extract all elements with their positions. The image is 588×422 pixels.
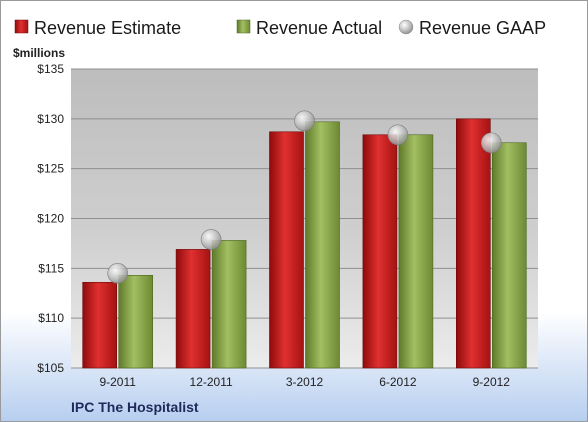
actual-bar [491,142,527,369]
y-axis-label: $millions [13,46,65,60]
gaap-marker [387,124,409,146]
estimate-bar [175,249,211,369]
y-tick-label: $120 [37,212,64,226]
actual-bar [211,240,247,369]
gaap-marker [107,263,128,284]
legend-swatch-actual [236,19,251,34]
legend-label-actual: Revenue Actual [256,18,382,38]
gaap-marker [294,110,315,132]
legend-label-estimate: Revenue Estimate [34,18,181,38]
x-ticks: 9-2011 12-2011 3-2012 6-2012 9-2012 [99,375,510,389]
actual-bar [398,134,434,369]
estimate-bar [269,131,304,369]
gaap-marker [480,132,502,154]
estimate-bar [455,118,491,369]
x-tick-label: 3-2012 [286,375,324,389]
y-ticks: $105 $110 $115 $120 $125 $130 $135 [37,62,64,375]
x-tick-label: 9-2012 [473,375,511,389]
legend: Revenue Estimate Revenue Actual Revenue … [14,18,546,38]
x-tick-label: 12-2011 [190,375,233,389]
estimate-bar [362,134,398,369]
company-name: IPC The Hospitalist [71,399,199,415]
y-tick-label: $125 [37,162,64,176]
x-tick-label: 9-2011 [99,375,136,389]
legend-label-gaap: Revenue GAAP [419,18,546,38]
estimate-bar [82,281,117,369]
x-tick-label: 6-2012 [379,375,417,389]
y-tick-label: $130 [37,112,64,126]
actual-bar [305,121,340,369]
y-tick-label: $135 [37,62,64,76]
actual-bar [118,275,153,369]
legend-swatch-estimate [14,19,29,34]
y-tick-label: $115 [38,261,64,275]
y-tick-label: $110 [38,311,64,325]
gaap-marker [200,229,222,250]
gaap-markers [107,110,502,284]
bars [82,118,527,369]
y-tick-label: $105 [37,361,64,375]
legend-swatch-gaap [398,19,414,35]
